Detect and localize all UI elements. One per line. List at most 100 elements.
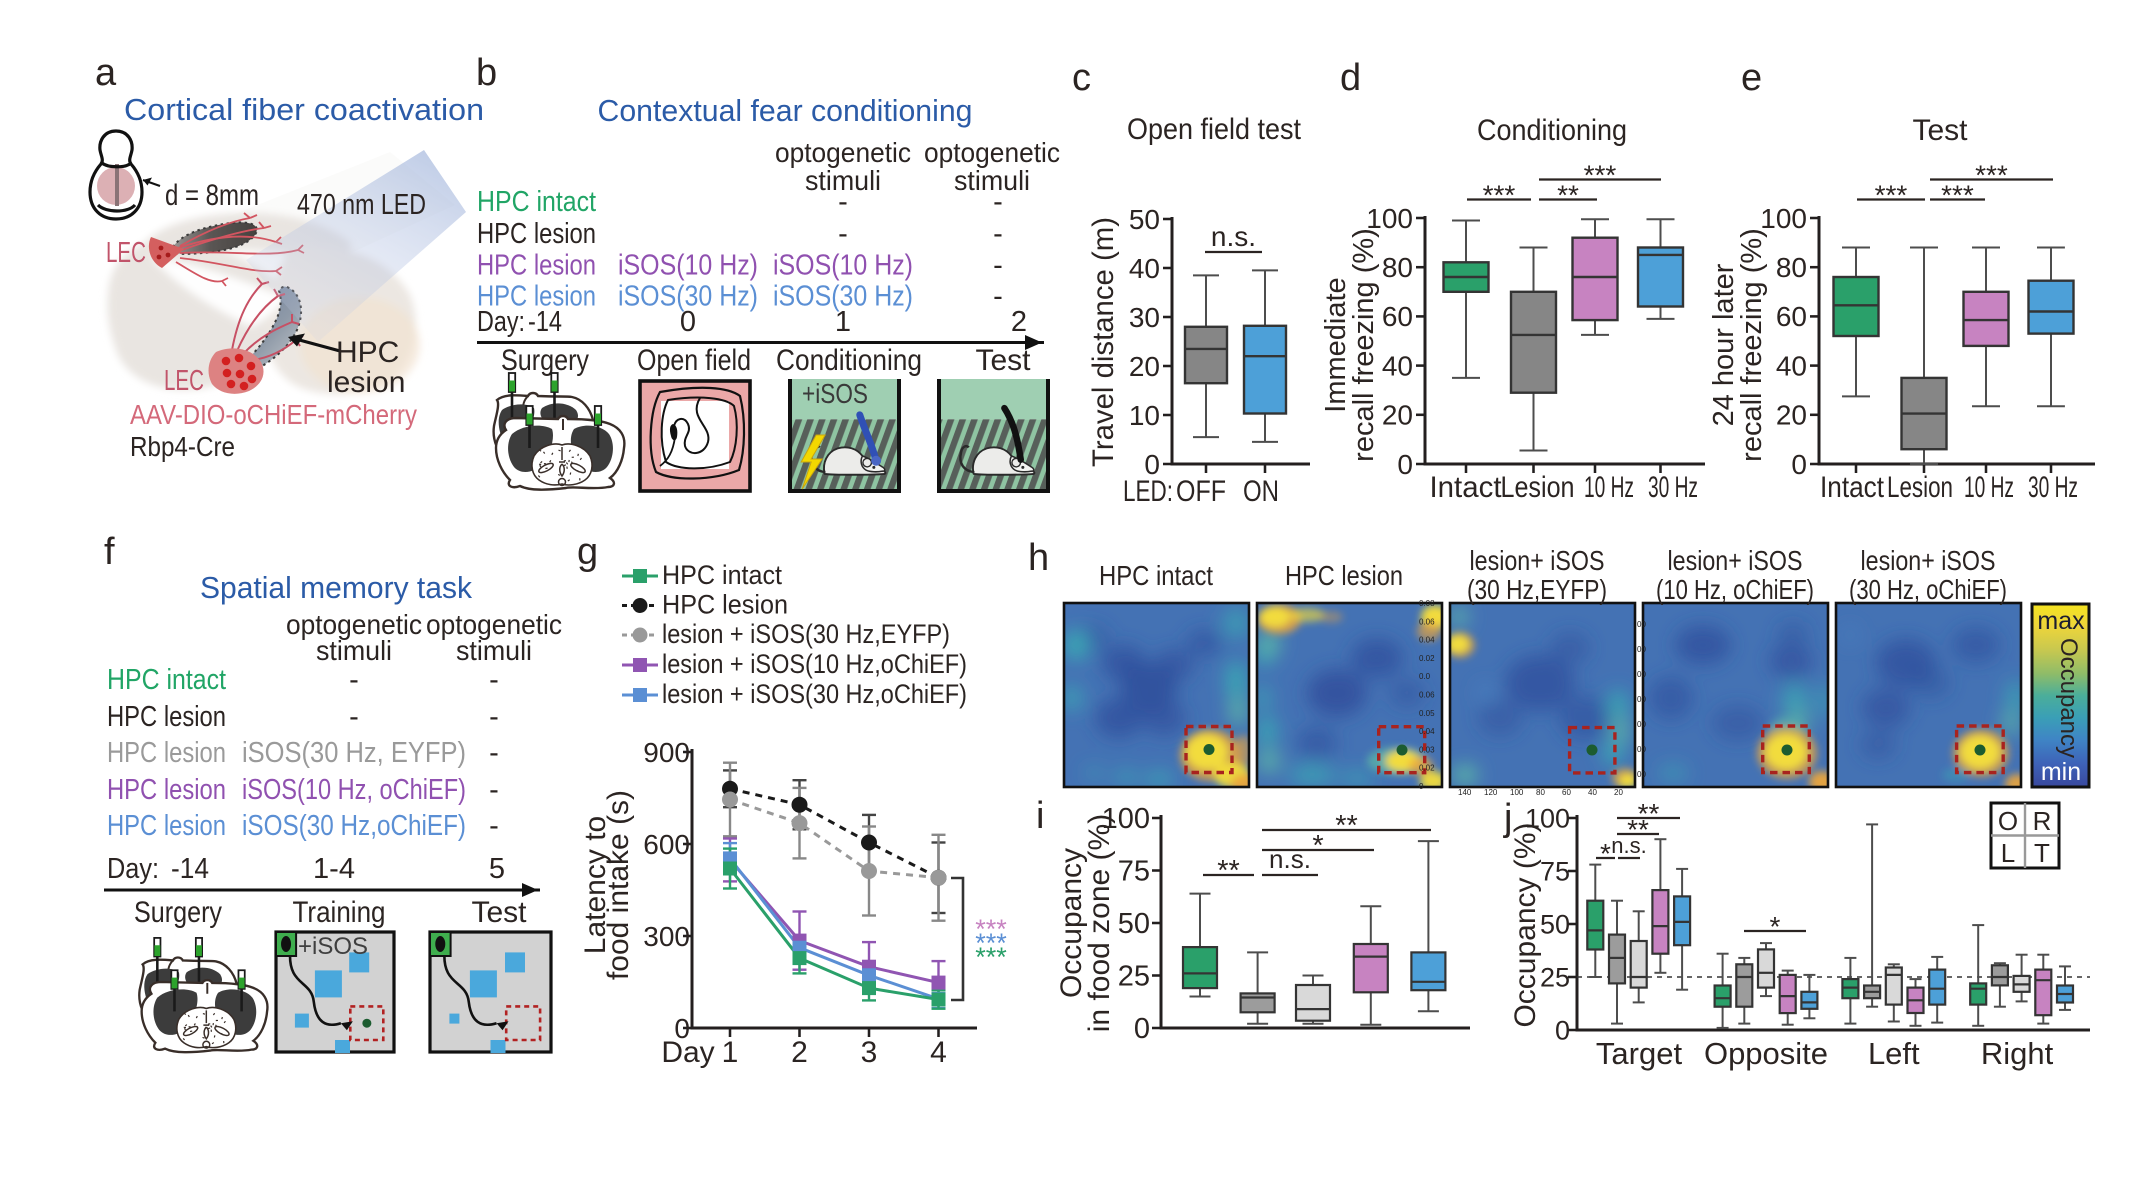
svg-text:d = 8mm: d = 8mm <box>165 179 259 212</box>
svg-text:Occupancy (%): Occupancy (%) <box>1509 822 1542 1027</box>
svg-text:HPC lesion: HPC lesion <box>477 281 596 313</box>
svg-text:600: 600 <box>643 829 690 860</box>
svg-text:***: *** <box>975 914 1007 944</box>
svg-text:Right: Right <box>1981 1036 2054 1071</box>
svg-text:iSOS(30 Hz, EYFP): iSOS(30 Hz, EYFP) <box>242 737 466 769</box>
svg-text:40: 40 <box>1382 350 1413 381</box>
svg-text:Rbp4-Cre: Rbp4-Cre <box>130 431 235 462</box>
svg-text:80: 80 <box>1382 252 1413 283</box>
svg-text:00: 00 <box>1637 745 1646 754</box>
svg-text:lesion+ iSOS: lesion+ iSOS <box>1861 545 1996 576</box>
svg-text:h: h <box>1028 537 1049 579</box>
svg-text:optogenetic: optogenetic <box>924 137 1060 168</box>
svg-text:c: c <box>1072 57 1091 99</box>
svg-text:Contextual fear conditioning: Contextual fear conditioning <box>598 93 973 128</box>
svg-text:HPC lesion: HPC lesion <box>107 701 226 733</box>
svg-text:Opposite: Opposite <box>1704 1036 1828 1071</box>
svg-text:HPC intact: HPC intact <box>107 664 226 696</box>
svg-text:-: - <box>489 810 499 842</box>
svg-text:25: 25 <box>1540 963 1570 993</box>
svg-text:100: 100 <box>1525 804 1570 834</box>
svg-text:0: 0 <box>1144 449 1160 480</box>
svg-text:Occupancy: Occupancy <box>2055 638 2082 758</box>
svg-text:stimuli: stimuli <box>316 635 392 666</box>
svg-text:*: * <box>1312 830 1323 862</box>
svg-text:***: *** <box>1483 180 1516 211</box>
svg-text:140: 140 <box>1458 788 1472 797</box>
svg-text:10 Hz: 10 Hz <box>1584 471 1634 504</box>
svg-text:100: 100 <box>1510 788 1524 797</box>
svg-text:AAV-DIO-oCHiEF-mCherry: AAV-DIO-oCHiEF-mCherry <box>130 399 417 430</box>
svg-text:Test: Test <box>471 896 527 929</box>
svg-text:HPC lesion: HPC lesion <box>477 250 596 282</box>
svg-text:-: - <box>993 218 1003 250</box>
svg-text:120: 120 <box>1484 788 1498 797</box>
svg-text:***: *** <box>1875 180 1908 211</box>
svg-text:HPC intact: HPC intact <box>1099 560 1213 591</box>
svg-text:Intact: Intact <box>1820 471 1885 504</box>
svg-text:75: 75 <box>1118 856 1150 888</box>
svg-text:HPC: HPC <box>336 336 399 369</box>
svg-text:*: * <box>1600 838 1611 869</box>
svg-text:HPC lesion: HPC lesion <box>107 737 226 769</box>
svg-text:Spatial memory task: Spatial memory task <box>200 570 472 605</box>
svg-text:0.04: 0.04 <box>1419 636 1435 645</box>
svg-text:HPC lesion: HPC lesion <box>107 810 226 842</box>
svg-text:lesion+ iSOS: lesion+ iSOS <box>1470 545 1605 576</box>
svg-text:470 nm LED: 470 nm LED <box>297 189 426 221</box>
svg-text:0.06: 0.06 <box>1419 617 1435 626</box>
svg-text:lesion + iSOS(10 Hz,oChiEF): lesion + iSOS(10 Hz,oChiEF) <box>662 649 967 679</box>
svg-text:Travel distance (m): Travel distance (m) <box>1087 217 1120 467</box>
svg-text:OFF: OFF <box>1176 475 1226 508</box>
svg-text:0: 0 <box>1397 449 1413 480</box>
svg-text:**: ** <box>1627 814 1649 845</box>
svg-text:0.0: 0.0 <box>1419 672 1431 681</box>
svg-text:Test: Test <box>1912 114 1968 147</box>
svg-text:2: 2 <box>1011 306 1027 338</box>
svg-text:100: 100 <box>1366 203 1413 234</box>
svg-text:0.08: 0.08 <box>1419 599 1435 608</box>
svg-text:Open field: Open field <box>637 344 751 377</box>
svg-text:recall freezing (%): recall freezing (%) <box>1348 228 1380 462</box>
svg-text:100: 100 <box>1760 203 1807 234</box>
svg-text:n.s.: n.s. <box>1269 844 1311 874</box>
svg-text:***: *** <box>1584 160 1617 191</box>
svg-text:0: 0 <box>1555 1016 1570 1046</box>
svg-text:Training: Training <box>293 896 386 929</box>
svg-text:*: * <box>1770 911 1781 942</box>
svg-text:Intact: Intact <box>1430 471 1503 504</box>
svg-text:max: max <box>2037 607 2085 635</box>
svg-text:Target: Target <box>1596 1036 1683 1071</box>
svg-text:4: 4 <box>930 1036 947 1069</box>
svg-text:50: 50 <box>1118 908 1150 940</box>
svg-text:**: ** <box>1557 180 1579 211</box>
svg-text:lesion+ iSOS: lesion+ iSOS <box>1668 545 1803 576</box>
svg-text:Day:: Day: <box>477 306 525 338</box>
svg-text:optogenetic: optogenetic <box>286 609 422 640</box>
svg-text:0.03: 0.03 <box>1419 745 1435 754</box>
svg-text:80: 80 <box>1536 788 1545 797</box>
svg-text:food intake (s): food intake (s) <box>602 790 635 980</box>
svg-text:2: 2 <box>791 1036 808 1069</box>
svg-text:0: 0 <box>1134 1013 1150 1045</box>
svg-text:iSOS(30 Hz,oChiEF): iSOS(30 Hz,oChiEF) <box>242 810 466 842</box>
svg-text:40: 40 <box>1588 788 1597 797</box>
svg-text:-: - <box>838 218 848 250</box>
svg-text:(30 Hz,EYFP): (30 Hz,EYFP) <box>1467 574 1607 605</box>
svg-text:20: 20 <box>1614 788 1623 797</box>
svg-text:lesion + iSOS(30 Hz,oChiEF): lesion + iSOS(30 Hz,oChiEF) <box>662 679 967 709</box>
svg-text:stimuli: stimuli <box>456 635 532 666</box>
svg-text:0.06: 0.06 <box>1419 691 1435 700</box>
svg-text:L: L <box>2001 838 2015 868</box>
svg-text:***: *** <box>1975 160 2008 191</box>
svg-text:n.s.: n.s. <box>1611 833 1646 858</box>
svg-text:stimuli: stimuli <box>805 165 881 196</box>
svg-text:0: 0 <box>1791 449 1807 480</box>
svg-text:***: *** <box>975 928 1007 958</box>
svg-text:Conditioning: Conditioning <box>776 344 922 377</box>
svg-text:1: 1 <box>835 306 851 338</box>
svg-text:**: ** <box>1217 855 1240 887</box>
svg-text:stimuli: stimuli <box>954 165 1030 196</box>
svg-text:-14: -14 <box>528 306 562 338</box>
svg-text:HPC lesion: HPC lesion <box>662 590 788 620</box>
